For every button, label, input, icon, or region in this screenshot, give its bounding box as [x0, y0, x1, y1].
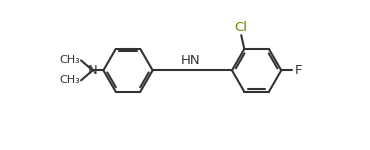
Text: CH₃: CH₃: [60, 75, 80, 85]
Text: HN: HN: [181, 54, 200, 67]
Text: F: F: [295, 64, 302, 77]
Text: CH₃: CH₃: [60, 55, 80, 65]
Text: N: N: [88, 64, 97, 77]
Text: Cl: Cl: [235, 21, 248, 34]
